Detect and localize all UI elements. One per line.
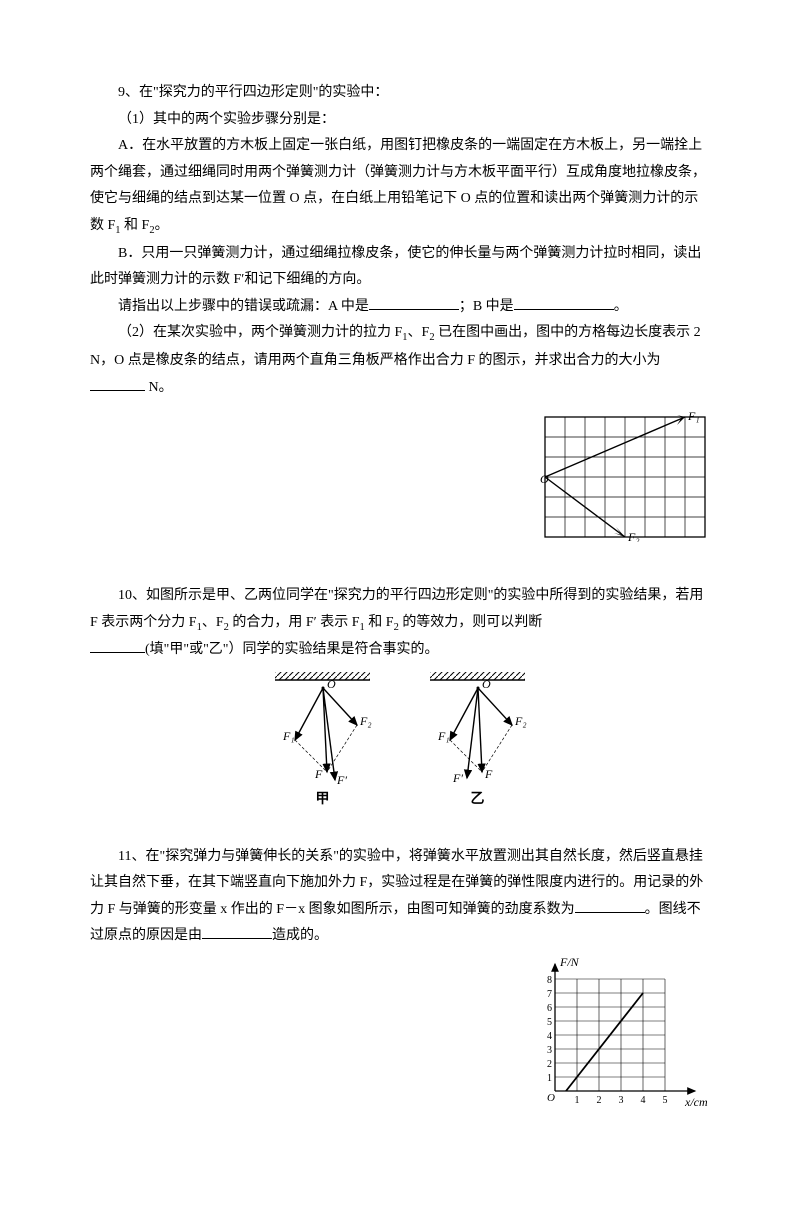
blank-f bbox=[90, 376, 145, 391]
svg-text:F′: F′ bbox=[336, 773, 347, 785]
q10-text: 10、如图所示是甲、乙两位同学在"探究力的平行四边形定则"的实验中所得到的实验结… bbox=[90, 583, 710, 664]
q10-fig-yi: O F₁ F₂ F F′ bbox=[420, 670, 535, 785]
svg-text:4: 4 bbox=[547, 1031, 552, 1042]
svg-text:x/cm: x/cm bbox=[684, 1095, 708, 1109]
svg-text:F/N: F/N bbox=[559, 956, 580, 969]
q9-part2: （2）在某次实验中，两个弹簧测力计的拉力 F1、F2 已在图中画出，图中的方格每… bbox=[90, 320, 710, 401]
svg-text:4: 4 bbox=[641, 1095, 646, 1106]
svg-text:F₁: F₁ bbox=[437, 729, 450, 743]
svg-text:8: 8 bbox=[547, 975, 552, 986]
svg-text:3: 3 bbox=[547, 1045, 552, 1056]
svg-text:3: 3 bbox=[619, 1095, 624, 1106]
q11-text: 11、在"探究弹力与弹簧伸长的关系"的实验中，将弹簧水平放置测出其自然长度，然后… bbox=[90, 844, 710, 950]
svg-text:F: F bbox=[314, 767, 323, 781]
svg-text:2: 2 bbox=[547, 1059, 552, 1070]
svg-text:F₁: F₁ bbox=[282, 729, 295, 743]
svg-text:5: 5 bbox=[663, 1095, 668, 1106]
svg-text:O: O bbox=[482, 677, 491, 691]
svg-text:O: O bbox=[547, 1092, 555, 1104]
q9-title: 9、在"探究力的平行四边形定则"的实验中： bbox=[90, 80, 710, 107]
svg-text:F₁: F₁ bbox=[687, 409, 700, 423]
svg-text:7: 7 bbox=[547, 989, 552, 1000]
blank-k bbox=[575, 898, 645, 913]
svg-text:F₂: F₂ bbox=[359, 714, 372, 728]
q10-fig-jia: O F₁ F₂ F F′ bbox=[265, 670, 380, 785]
svg-text:O: O bbox=[540, 472, 549, 486]
q9-stepB: B．只用一只弹簧测力计，通过细绳拉橡皮条，使它的伸长量与两个弹簧测力计拉时相同，… bbox=[90, 241, 710, 294]
q11-figure: 1 2 3 4 5 6 7 8 1 2 3 4 5 O F/N x/cm bbox=[90, 956, 710, 1127]
svg-text:O: O bbox=[327, 677, 336, 691]
q9-part1: （1）其中的两个实验步骤分别是： bbox=[90, 107, 710, 134]
svg-text:6: 6 bbox=[547, 1003, 552, 1014]
svg-text:5: 5 bbox=[547, 1017, 552, 1028]
blank-reason bbox=[202, 924, 272, 939]
q9-stepA: A．在水平放置的方木板上固定一张白纸，用图钉把橡皮条的一端固定在方木板上，另一端… bbox=[90, 133, 710, 241]
svg-text:1: 1 bbox=[575, 1095, 580, 1106]
q9-question: 请指出以上步骤中的错误或疏漏：A 中是；B 中是。 bbox=[90, 294, 710, 321]
q10-figures: O F₁ F₂ F F′ 甲 O bbox=[90, 670, 710, 814]
svg-text:F₂: F₂ bbox=[627, 530, 640, 542]
blank-a bbox=[369, 295, 459, 310]
blank-b bbox=[514, 295, 614, 310]
svg-text:F₂: F₂ bbox=[514, 714, 527, 728]
svg-text:F: F bbox=[484, 767, 493, 781]
q9-figure: O F₁ F₂ bbox=[90, 407, 710, 553]
blank-who bbox=[90, 638, 145, 653]
svg-text:1: 1 bbox=[547, 1073, 552, 1084]
svg-text:F′: F′ bbox=[452, 771, 463, 785]
svg-text:2: 2 bbox=[597, 1095, 602, 1106]
